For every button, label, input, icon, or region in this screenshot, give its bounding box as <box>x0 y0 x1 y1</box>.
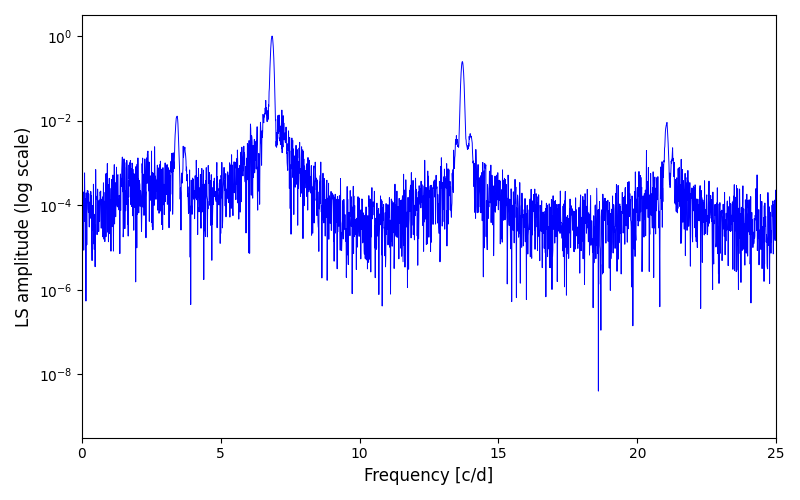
X-axis label: Frequency [c/d]: Frequency [c/d] <box>364 467 494 485</box>
Y-axis label: LS amplitude (log scale): LS amplitude (log scale) <box>15 126 33 326</box>
